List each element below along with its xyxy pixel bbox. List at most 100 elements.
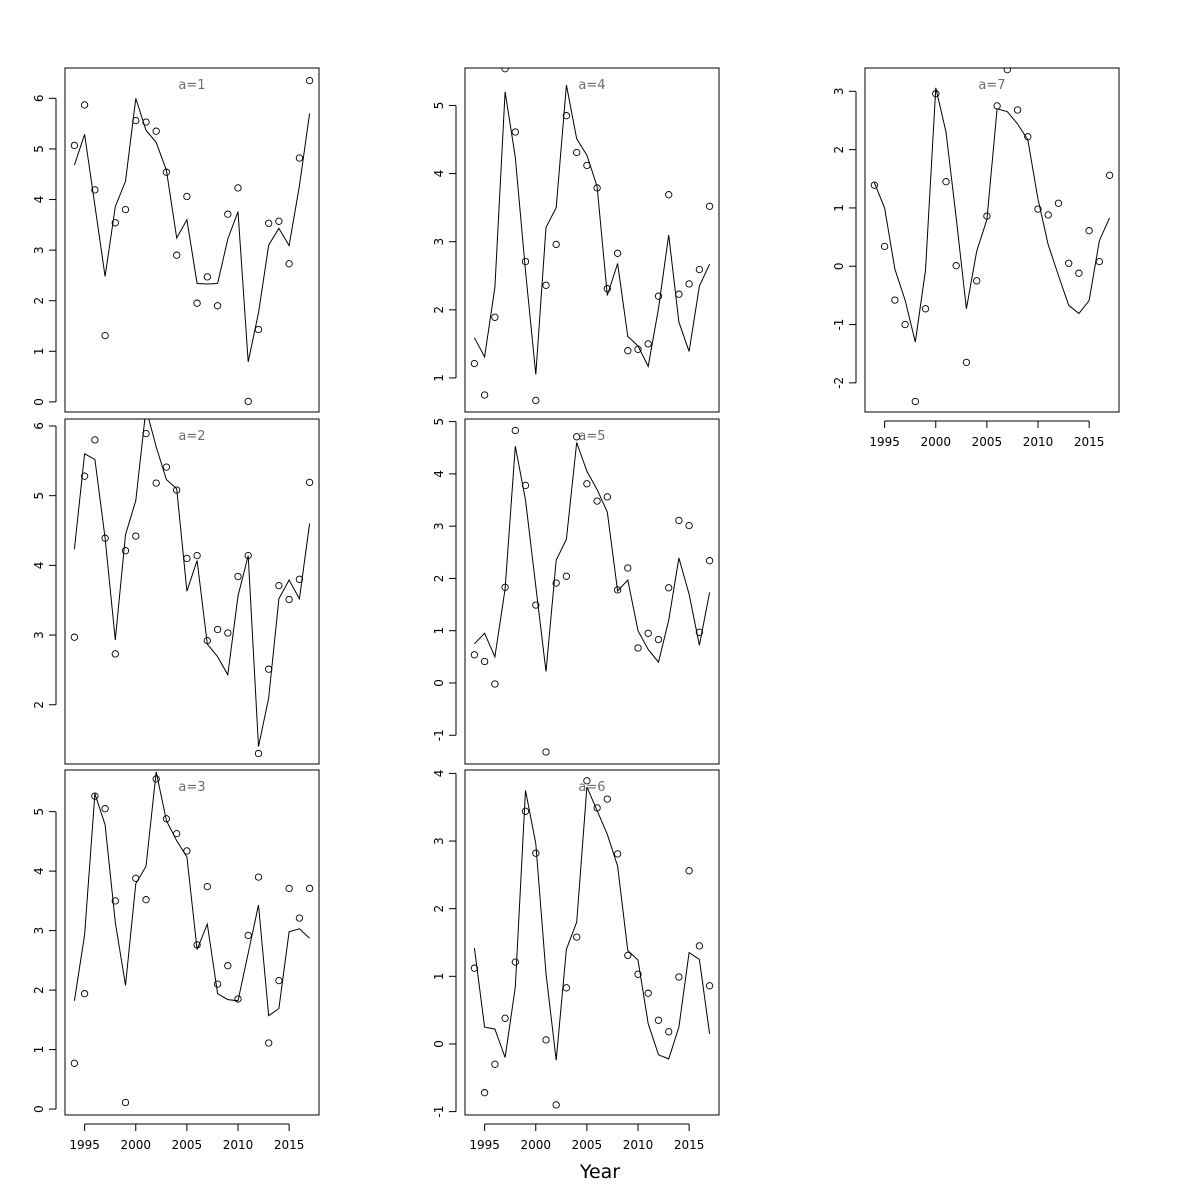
data-point xyxy=(1054,199,1063,207)
data-point xyxy=(613,249,622,257)
data-point xyxy=(491,680,499,688)
y-tick-label: 5 xyxy=(32,808,46,816)
data-point xyxy=(295,914,304,922)
data-point xyxy=(70,633,79,641)
data-point xyxy=(152,127,160,135)
y-tick-label: 2 xyxy=(432,575,446,583)
data-point xyxy=(1044,211,1052,219)
data-point xyxy=(132,532,140,540)
y-tick-label: 5 xyxy=(432,102,446,110)
y-tick-label: 1 xyxy=(32,347,46,355)
data-point xyxy=(583,480,591,488)
data-point xyxy=(80,472,89,480)
data-point xyxy=(932,90,940,98)
data-point xyxy=(183,192,191,201)
y-tick-label: 2 xyxy=(32,986,46,994)
data-point xyxy=(993,102,1001,110)
data-point xyxy=(265,219,273,227)
x-tick-label: 2000 xyxy=(920,435,951,449)
y-tick-label: 2 xyxy=(432,905,446,913)
data-point xyxy=(511,426,519,435)
data-point xyxy=(562,572,571,580)
data-point xyxy=(654,292,663,300)
plot-frame xyxy=(464,418,720,765)
data-point xyxy=(111,219,119,227)
data-point xyxy=(142,429,150,438)
data-point xyxy=(193,551,201,560)
data-point xyxy=(101,805,109,813)
data-point xyxy=(132,874,140,882)
data-point xyxy=(173,251,181,259)
panel-title: a=3 xyxy=(178,780,205,795)
data-point xyxy=(162,815,171,823)
data-point xyxy=(1095,257,1104,266)
data-point xyxy=(880,242,889,251)
data-point xyxy=(521,481,530,490)
data-point xyxy=(542,281,550,289)
data-point xyxy=(675,516,683,525)
data-point xyxy=(603,795,611,803)
data-point xyxy=(705,202,714,210)
data-point xyxy=(973,277,981,285)
y-tick-label: 6 xyxy=(32,422,46,430)
data-point xyxy=(603,285,611,293)
x-tick-label: 2005 xyxy=(172,1138,203,1152)
data-point xyxy=(1013,106,1022,114)
data-point xyxy=(491,313,499,321)
data-point xyxy=(634,345,642,353)
data-point xyxy=(254,325,263,334)
y-tick-label: 0 xyxy=(32,398,46,406)
data-point xyxy=(244,551,252,560)
y-tick-label: 1 xyxy=(432,374,446,382)
data-point xyxy=(891,296,899,304)
panel-title: a=4 xyxy=(578,78,605,93)
data-point xyxy=(665,584,673,592)
y-tick-label: 6 xyxy=(32,95,46,103)
data-point xyxy=(1003,68,1011,74)
data-point xyxy=(644,629,652,637)
data-point xyxy=(244,397,252,406)
x-tick-label: 1995 xyxy=(469,1138,500,1152)
data-point xyxy=(132,116,140,125)
fitted-line xyxy=(73,771,310,1017)
data-point xyxy=(532,849,540,857)
data-point xyxy=(234,184,242,192)
panel-3: a=3 0 1 2 3 4 5 1995 2000 2005 2010 2015 xyxy=(32,769,320,1152)
data-point xyxy=(91,186,99,194)
data-point xyxy=(254,873,263,881)
data-point xyxy=(203,882,211,891)
panel-1: a=1 0 1 2 3 4 5 6 xyxy=(32,67,320,413)
y-tick-label: -1 xyxy=(432,1106,446,1118)
data-point xyxy=(162,168,171,176)
data-point xyxy=(1034,205,1042,213)
plot-frame xyxy=(64,769,320,1116)
x-tick-label: 2010 xyxy=(1023,435,1054,449)
data-point xyxy=(1024,133,1032,141)
data-point xyxy=(305,76,314,85)
data-point xyxy=(685,867,693,875)
data-point xyxy=(173,486,181,494)
data-point xyxy=(573,933,581,941)
x-axis-label: Year xyxy=(579,1161,620,1183)
x-tick-label: 2015 xyxy=(1074,435,1105,449)
data-point xyxy=(634,644,642,652)
data-point xyxy=(624,564,632,572)
data-point xyxy=(254,749,263,758)
fitted-line xyxy=(73,419,311,747)
data-point xyxy=(962,358,971,367)
data-point xyxy=(480,391,489,399)
data-point xyxy=(70,141,79,150)
y-tick-label: 0 xyxy=(32,1105,46,1113)
data-point xyxy=(552,579,560,587)
plot-frame xyxy=(64,418,320,765)
data-point xyxy=(111,650,119,658)
data-point xyxy=(501,68,509,73)
fitted-line xyxy=(473,786,711,1061)
data-point xyxy=(80,990,89,998)
data-point xyxy=(552,240,560,249)
data-point xyxy=(921,305,930,313)
data-point xyxy=(593,497,601,505)
plot-frame xyxy=(864,67,1120,413)
data-point xyxy=(470,359,479,368)
